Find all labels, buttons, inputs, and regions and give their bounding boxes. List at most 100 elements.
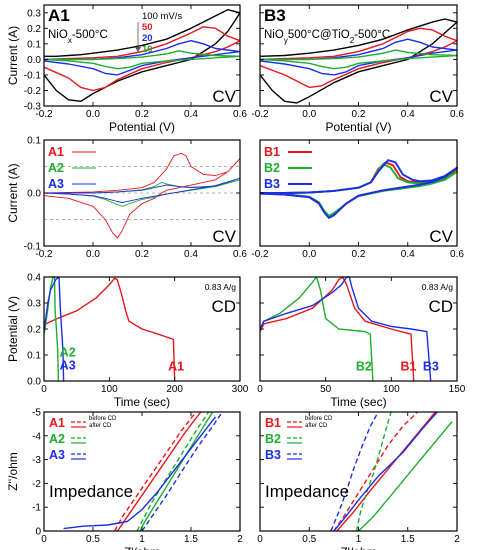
series-line-10 <box>43 50 241 70</box>
series-line-b1 <box>259 276 415 382</box>
series-line-b1-after-cd <box>336 411 436 532</box>
series-line-b2-after-cd <box>358 421 453 532</box>
x-tick-label: 1 <box>139 534 145 545</box>
panel-p3: -0.2 0.0 0.2 0.4 0.6 -0.1 0.0 0.1 Current (A) CV A… <box>6 136 247 261</box>
panel-p7: 0 0.5 1 1.5 2 0 -1 -2 -3 -4 -5 Z'/ohm Z''/ohm Impedan… <box>6 408 243 550</box>
x-tick-label: 0 <box>41 384 47 395</box>
y-tick-label: 0 <box>35 527 41 538</box>
legend-label: 20 <box>142 33 153 44</box>
panel-subtitle: NiOy500°C@TiO2-500°C <box>264 29 390 45</box>
panel-title: A1 <box>48 6 70 25</box>
legend-label: A3 <box>48 177 64 191</box>
legend-note: before CD <box>89 416 117 422</box>
curve-end-label: B3 <box>423 360 439 374</box>
x-tick-label: 0.0 <box>86 109 100 120</box>
legend-label: A2 <box>48 161 64 175</box>
series-line-b3-after-cd <box>333 411 438 532</box>
y-axis-label: Z''/ohm <box>6 452 20 491</box>
legend-label: 50 <box>142 22 153 33</box>
series-line-a3 <box>43 276 65 382</box>
series-line-b2 <box>259 162 458 217</box>
legend-label: A1 <box>49 416 65 430</box>
curve-end-label: B2 <box>356 360 372 374</box>
x-tick-label: 0.4 <box>184 249 198 260</box>
series-line-100-mv-s <box>43 8 241 103</box>
curve-end-label: A1 <box>168 360 184 374</box>
x-axis-label: Z'/ohm <box>124 545 160 550</box>
x-tick-label: 0.0 <box>302 249 316 260</box>
y-tick-label: -0.3 <box>24 102 42 113</box>
x-tick-label: 0.6 <box>233 109 247 120</box>
series-line-b1 <box>259 161 458 218</box>
x-tick-label: 0 <box>41 534 47 545</box>
panel-subtitle: NiOx-500°C <box>48 29 108 45</box>
plot-frame <box>259 411 458 532</box>
legend-label: B2 <box>265 432 281 446</box>
curve-end-label: A2 <box>60 345 76 359</box>
curve-end-label: B1 <box>401 360 417 374</box>
y-tick-label: 0.3 <box>27 299 41 310</box>
x-tick-label: 0.4 <box>184 109 198 120</box>
x-axis-label: Z'/ohm <box>340 545 376 550</box>
legend-label: B1 <box>265 416 281 430</box>
y-tick-label: 0.1 <box>27 136 41 147</box>
x-tick-label: 0.5 <box>302 534 316 545</box>
x-tick-label: 300 <box>232 384 249 395</box>
legend-note: after CD <box>305 423 328 429</box>
panel-corner-label: Impedance <box>265 482 349 501</box>
x-tick-label: 100 <box>383 384 400 395</box>
legend-label: A2 <box>49 432 65 446</box>
panel-corner-label: Impedance <box>49 482 133 501</box>
x-tick-label: 0 <box>257 384 263 395</box>
series-line-50 <box>43 26 241 92</box>
x-tick-label: -0.2 <box>251 109 269 120</box>
panel-corner-label: CV <box>212 87 236 106</box>
x-tick-label: -0.2 <box>35 249 53 260</box>
y-tick-label: -2 <box>32 479 41 490</box>
series-line-a2-after-cd <box>139 411 214 532</box>
legend-label: 100 mV/s <box>142 11 182 22</box>
rate-note: 0.83 A/g <box>205 282 236 292</box>
x-axis-label: Potential (V) <box>109 120 175 134</box>
y-tick-label: 0.1 <box>27 351 41 362</box>
series-line-a3 <box>43 177 241 203</box>
y-tick-label: -4 <box>32 431 41 442</box>
series-line-a3-after-cd <box>63 416 217 530</box>
panel-p8: 0 0.5 1 1.5 2 Z'/ohm Impedance B1 B2 B3 before CDa… <box>257 411 460 550</box>
y-tick-label: -0.1 <box>24 242 42 253</box>
x-axis-label: Time (sec) <box>114 395 170 409</box>
x-axis-label: Time (sec) <box>330 395 386 409</box>
panel-p6: 0 50 100 150 Time (sec) CD 0.83 A/g B2 B1 B3 <box>257 276 466 409</box>
panel-corner-label: CV <box>212 227 236 246</box>
y-tick-label: 0.4 <box>27 273 41 284</box>
x-tick-label: 100 <box>101 384 118 395</box>
legend-label: A3 <box>49 448 65 462</box>
y-tick-label: -5 <box>32 408 41 419</box>
x-tick-label: 2 <box>454 534 460 545</box>
legend-label: B3 <box>265 448 281 462</box>
y-tick-label: -1 <box>32 503 41 514</box>
panel-corner-label: CD <box>428 297 453 316</box>
series-line-curve-0 <box>259 18 458 104</box>
x-tick-label: -0.2 <box>251 249 269 260</box>
y-axis-label: Current (A) <box>6 163 20 222</box>
x-tick-label: 50 <box>320 384 332 395</box>
x-tick-label: 0.4 <box>401 109 415 120</box>
panel-p4: -0.2 0.0 0.2 0.4 0.6 CV B1 B2 B3 <box>251 139 464 260</box>
x-tick-label: 0.5 <box>86 534 100 545</box>
y-axis-label: Potential (V) <box>6 296 20 362</box>
panel-p5: 0 100 200 300 0.0 0.1 0.2 0.3 0.4 Time (sec) Poten… <box>6 273 249 410</box>
arrow-head-icon <box>135 47 141 52</box>
y-tick-label: 0.3 <box>27 8 41 19</box>
y-tick-label: 0.1 <box>27 39 41 50</box>
x-tick-label: 0.2 <box>135 249 149 260</box>
x-tick-label: 0.2 <box>352 109 366 120</box>
panel-p1: -0.2 0.0 0.2 0.4 0.6-0.3-0.2-0.10.00.10.20.3… <box>6 4 247 134</box>
series-line-curve-3 <box>259 49 458 70</box>
x-tick-label: -0.2 <box>35 109 53 120</box>
y-tick-label: 0.0 <box>27 55 41 66</box>
x-tick-label: 0.2 <box>352 249 366 260</box>
y-tick-label: 0.0 <box>27 377 41 388</box>
panel-corner-label: CV <box>429 227 453 246</box>
